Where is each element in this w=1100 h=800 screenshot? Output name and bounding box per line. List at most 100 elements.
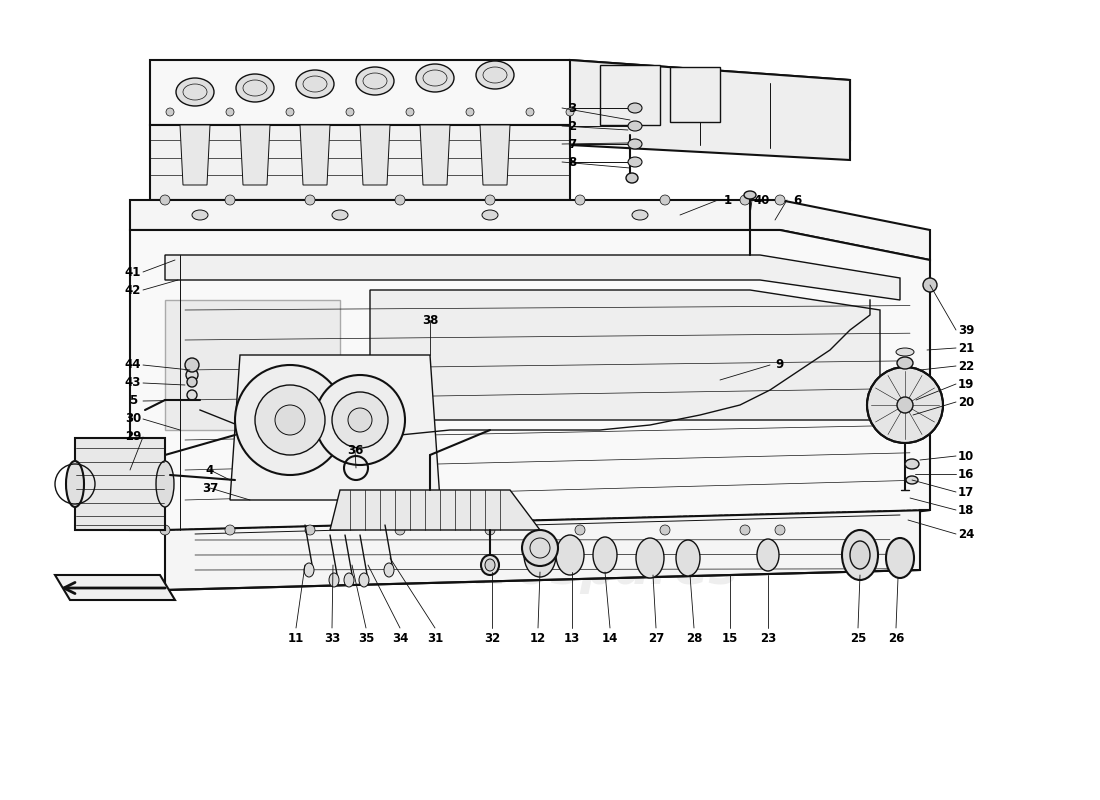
Circle shape — [867, 367, 943, 443]
Ellipse shape — [676, 540, 700, 576]
Ellipse shape — [344, 573, 354, 587]
Circle shape — [776, 525, 785, 535]
Ellipse shape — [359, 573, 369, 587]
Circle shape — [160, 525, 170, 535]
Ellipse shape — [905, 459, 918, 469]
Ellipse shape — [476, 61, 514, 89]
Text: 26: 26 — [888, 631, 904, 645]
Polygon shape — [150, 60, 850, 140]
Text: 31: 31 — [427, 631, 443, 645]
Circle shape — [526, 108, 534, 116]
Circle shape — [187, 377, 197, 387]
Polygon shape — [240, 125, 270, 185]
Text: 14: 14 — [602, 631, 618, 645]
Ellipse shape — [176, 78, 214, 106]
Ellipse shape — [416, 64, 454, 92]
Circle shape — [226, 525, 235, 535]
Text: 10: 10 — [958, 450, 975, 462]
Text: 27: 27 — [648, 631, 664, 645]
Text: 22: 22 — [958, 359, 975, 373]
Ellipse shape — [628, 157, 642, 167]
Circle shape — [160, 195, 170, 205]
Circle shape — [286, 108, 294, 116]
Polygon shape — [165, 255, 900, 300]
Polygon shape — [360, 125, 390, 185]
Ellipse shape — [850, 541, 870, 569]
Circle shape — [896, 397, 913, 413]
Text: 29: 29 — [124, 430, 141, 443]
Circle shape — [185, 358, 199, 372]
Text: 3: 3 — [568, 102, 576, 114]
Ellipse shape — [192, 210, 208, 220]
Circle shape — [923, 278, 937, 292]
Polygon shape — [165, 300, 340, 430]
Text: 36: 36 — [346, 443, 363, 457]
Text: 4: 4 — [206, 463, 214, 477]
Ellipse shape — [628, 103, 642, 113]
Ellipse shape — [896, 348, 914, 356]
Circle shape — [566, 108, 574, 116]
Circle shape — [348, 408, 372, 432]
Ellipse shape — [626, 173, 638, 183]
Text: 6: 6 — [793, 194, 801, 206]
Polygon shape — [420, 125, 450, 185]
Polygon shape — [480, 125, 510, 185]
Text: 33: 33 — [323, 631, 340, 645]
Text: 41: 41 — [124, 266, 141, 278]
Circle shape — [406, 108, 414, 116]
Polygon shape — [330, 490, 540, 530]
Circle shape — [660, 195, 670, 205]
Ellipse shape — [356, 67, 394, 95]
Circle shape — [522, 530, 558, 566]
Circle shape — [255, 385, 324, 455]
Text: 13: 13 — [564, 631, 580, 645]
Circle shape — [485, 525, 495, 535]
Ellipse shape — [896, 357, 913, 369]
Circle shape — [395, 195, 405, 205]
Text: 11: 11 — [288, 631, 304, 645]
Polygon shape — [165, 510, 930, 590]
Text: 2: 2 — [568, 119, 576, 133]
Text: 37: 37 — [202, 482, 218, 494]
Circle shape — [740, 195, 750, 205]
Text: 42: 42 — [124, 283, 141, 297]
Ellipse shape — [524, 533, 556, 577]
Text: 32: 32 — [484, 631, 500, 645]
Ellipse shape — [906, 476, 918, 484]
Circle shape — [235, 365, 345, 475]
Circle shape — [275, 405, 305, 435]
Text: 35: 35 — [358, 631, 374, 645]
Circle shape — [187, 390, 197, 400]
Ellipse shape — [332, 210, 348, 220]
Circle shape — [305, 525, 315, 535]
Text: 38: 38 — [421, 314, 438, 326]
Circle shape — [226, 108, 234, 116]
Text: 1: 1 — [724, 194, 733, 206]
Text: 23: 23 — [760, 631, 777, 645]
Circle shape — [776, 195, 785, 205]
Circle shape — [575, 195, 585, 205]
Text: 12: 12 — [530, 631, 546, 645]
Circle shape — [226, 195, 235, 205]
Ellipse shape — [329, 573, 339, 587]
Text: 20: 20 — [958, 395, 975, 409]
Text: 21: 21 — [958, 342, 975, 354]
Ellipse shape — [636, 538, 664, 578]
Polygon shape — [130, 200, 929, 260]
Ellipse shape — [296, 70, 334, 98]
Polygon shape — [180, 125, 210, 185]
Polygon shape — [75, 438, 165, 530]
Polygon shape — [570, 60, 850, 160]
Ellipse shape — [842, 530, 878, 580]
Text: 40: 40 — [754, 194, 770, 206]
Circle shape — [575, 525, 585, 535]
Text: 43: 43 — [124, 377, 141, 390]
Text: 9: 9 — [776, 358, 784, 371]
Ellipse shape — [744, 191, 756, 199]
Polygon shape — [130, 230, 929, 530]
Ellipse shape — [236, 74, 274, 102]
Text: 30: 30 — [125, 413, 141, 426]
Text: 25: 25 — [850, 631, 866, 645]
Circle shape — [186, 369, 198, 381]
Text: 24: 24 — [958, 527, 975, 541]
